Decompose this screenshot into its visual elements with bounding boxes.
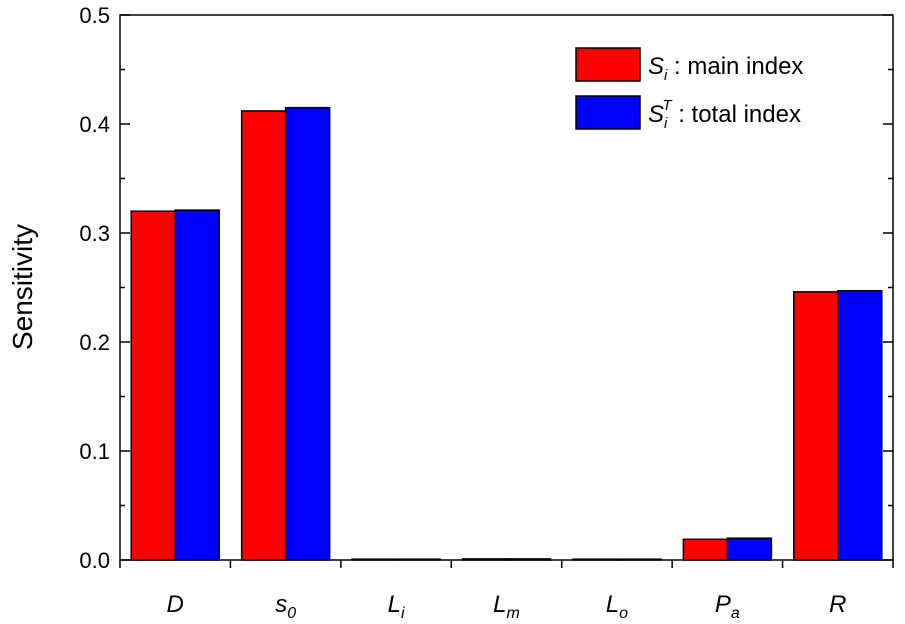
legend-swatch-1 <box>575 95 641 130</box>
x-tick-label: R <box>829 591 846 618</box>
y-axis-title: Sensitivity <box>7 224 38 350</box>
y-tick-label: 0.5 <box>79 3 110 28</box>
y-tick-label: 0.0 <box>79 548 110 573</box>
x-tick-label: Lm <box>493 591 520 622</box>
y-tick-label: 0.3 <box>79 221 110 246</box>
x-tick-label: D <box>167 591 184 618</box>
x-tick-label: s0 <box>275 591 296 622</box>
y-tick-label: 0.2 <box>79 330 110 355</box>
y-tick-label: 0.4 <box>79 112 110 137</box>
x-tick-label: Li <box>388 591 405 622</box>
plot-area: 0.0 0.1 0.2 0.3 0.4 0.5 D s0 Li Lm Lo Pa R <box>79 3 894 622</box>
y-tick-label: 0.1 <box>79 439 110 464</box>
bar-main-6 <box>793 291 839 561</box>
legend-label-0: Si : main index <box>648 53 803 84</box>
bar-main-1 <box>240 110 287 561</box>
legend: Si : main index SiT : total index <box>575 47 803 132</box>
plot-frame <box>119 14 894 561</box>
bar-main-0 <box>130 210 176 561</box>
legend-label-1: SiT : total index <box>648 97 801 132</box>
bar-total-5 <box>726 537 773 561</box>
bar-total-1 <box>284 106 331 561</box>
legend-swatch-0 <box>575 47 641 82</box>
bar-total-6 <box>837 290 883 561</box>
x-tick-label: Pa <box>715 591 740 622</box>
bar-total-0 <box>174 209 220 561</box>
bar-main-5 <box>682 538 729 561</box>
x-tick-label: Lo <box>606 591 628 622</box>
